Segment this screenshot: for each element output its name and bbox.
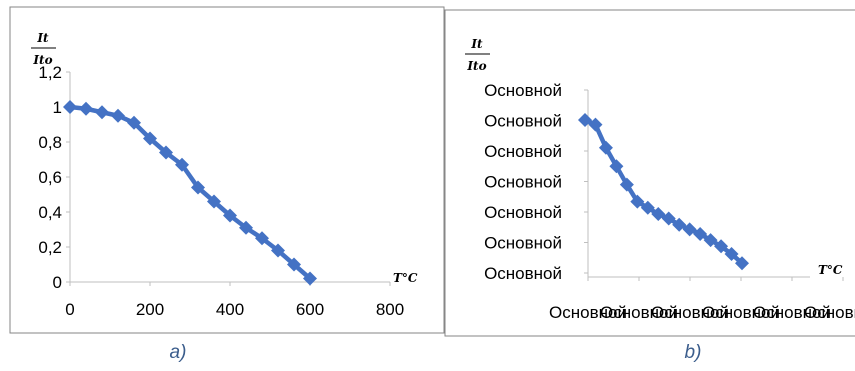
chart-b-y-tick-6: Основной bbox=[484, 264, 562, 283]
chart-a-point-14 bbox=[287, 257, 301, 272]
chart-a-x-tick-3: 600 bbox=[296, 300, 324, 319]
chart-a-point-2 bbox=[95, 105, 109, 120]
chart-b-point-10 bbox=[682, 222, 697, 237]
chart-a-point-10 bbox=[223, 208, 237, 223]
chart-a-point-7 bbox=[175, 157, 189, 172]
chart-b-point-9 bbox=[672, 217, 687, 232]
chart-a-x-axis-label: T°C bbox=[393, 271, 418, 285]
chart-b: ОсновнойОсновнойОсновнойОсновнойОсновной… bbox=[444, 9, 855, 337]
chart-a-y-tick-1: 0,2 bbox=[38, 238, 62, 257]
chart-b-point-0 bbox=[578, 113, 592, 127]
chart-a-point-13 bbox=[271, 243, 285, 258]
chart-b-point-7 bbox=[651, 206, 666, 221]
chart-a-point-4 bbox=[127, 115, 141, 130]
chart-b-point-11 bbox=[693, 226, 708, 241]
chart-a-x-tick-1: 200 bbox=[136, 300, 164, 319]
chart-b-point-3 bbox=[609, 159, 624, 174]
chart-a-x-tick-2: 400 bbox=[216, 300, 244, 319]
chart-b-x-tick-4: Основной bbox=[753, 303, 831, 322]
chart-b-point-14 bbox=[724, 246, 739, 261]
chart-a-y-tick-6: 1,2 bbox=[38, 63, 62, 82]
caption-a: a) bbox=[170, 342, 187, 363]
chart-b-series-line bbox=[584, 117, 744, 265]
chart-a-point-12 bbox=[255, 231, 269, 246]
chart-b-point-4 bbox=[619, 177, 634, 192]
chart-a-y-tick-5: 1 bbox=[53, 98, 62, 117]
chart-a-ylabel-denominator: Ito bbox=[32, 53, 52, 67]
chart-b-y-tick-1: Основной bbox=[484, 112, 562, 131]
chart-a-ylabel-numerator: It bbox=[36, 31, 49, 45]
chart-b-point-13 bbox=[714, 239, 729, 254]
chart-a-y-tick-2: 0,4 bbox=[38, 203, 62, 222]
chart-b-y-tick-0: Основной bbox=[484, 81, 562, 100]
chart-a-x-tick-4: 800 bbox=[376, 300, 404, 319]
chart-a-point-6 bbox=[159, 145, 173, 160]
chart-a: 0 0,2 0,4 0,6 0,8 1 1,2 0 200 400 600 800 It Ito T… bbox=[9, 6, 445, 334]
caption-b: b) bbox=[685, 342, 702, 363]
chart-b-ylabel-numerator: It bbox=[470, 37, 483, 51]
chart-a-point-3 bbox=[111, 108, 125, 123]
chart-b-point-15 bbox=[735, 256, 749, 271]
chart-b-point-8 bbox=[661, 211, 676, 226]
chart-a-y-tick-3: 0,6 bbox=[38, 168, 62, 187]
chart-b-point-2 bbox=[598, 140, 613, 155]
chart-b-x-tick-3: Основной bbox=[702, 303, 780, 322]
chart-a-point-11 bbox=[239, 220, 253, 235]
chart-b-point-12 bbox=[703, 233, 718, 248]
chart-a-point-1 bbox=[79, 101, 93, 116]
chart-b-frame bbox=[444, 9, 855, 337]
chart-b-y-tick-5: Основной bbox=[484, 234, 562, 253]
chart-a-point-5 bbox=[143, 131, 157, 146]
chart-b-ylabel-denominator: Ito bbox=[466, 59, 486, 73]
chart-a-x-tick-0: 0 bbox=[65, 300, 74, 319]
chart-a-y-tick-4: 0,8 bbox=[38, 133, 62, 152]
chart-b-point-5 bbox=[630, 194, 645, 209]
chart-b-x-tick-1: Основной bbox=[600, 303, 678, 322]
chart-b-x-tick-5: Основной bbox=[804, 303, 855, 322]
chart-a-point-8 bbox=[191, 180, 205, 195]
chart-a-series-line bbox=[69, 104, 312, 281]
chart-b-y-tick-3: Основной bbox=[484, 173, 562, 192]
chart-b-x-tick-2: Основной bbox=[651, 303, 729, 322]
chart-b-y-axis-label: It Ito bbox=[465, 37, 490, 73]
chart-b-point-1 bbox=[588, 117, 603, 132]
chart-b-y-tick-4: Основной bbox=[484, 203, 562, 222]
chart-b-x-axis-label: T°C bbox=[818, 263, 843, 277]
chart-a-y-axis-label: It Ito bbox=[31, 31, 56, 67]
chart-b-x-tick-0: Основной bbox=[549, 303, 627, 322]
chart-a-point-0 bbox=[63, 100, 77, 114]
chart-a-y-tick-0: 0 bbox=[53, 273, 62, 292]
chart-a-point-9 bbox=[207, 194, 221, 209]
chart-b-y-tick-2: Основной bbox=[484, 142, 562, 161]
chart-a-point-15 bbox=[303, 271, 317, 286]
chart-b-point-6 bbox=[640, 200, 655, 215]
chart-a-frame bbox=[9, 6, 445, 334]
